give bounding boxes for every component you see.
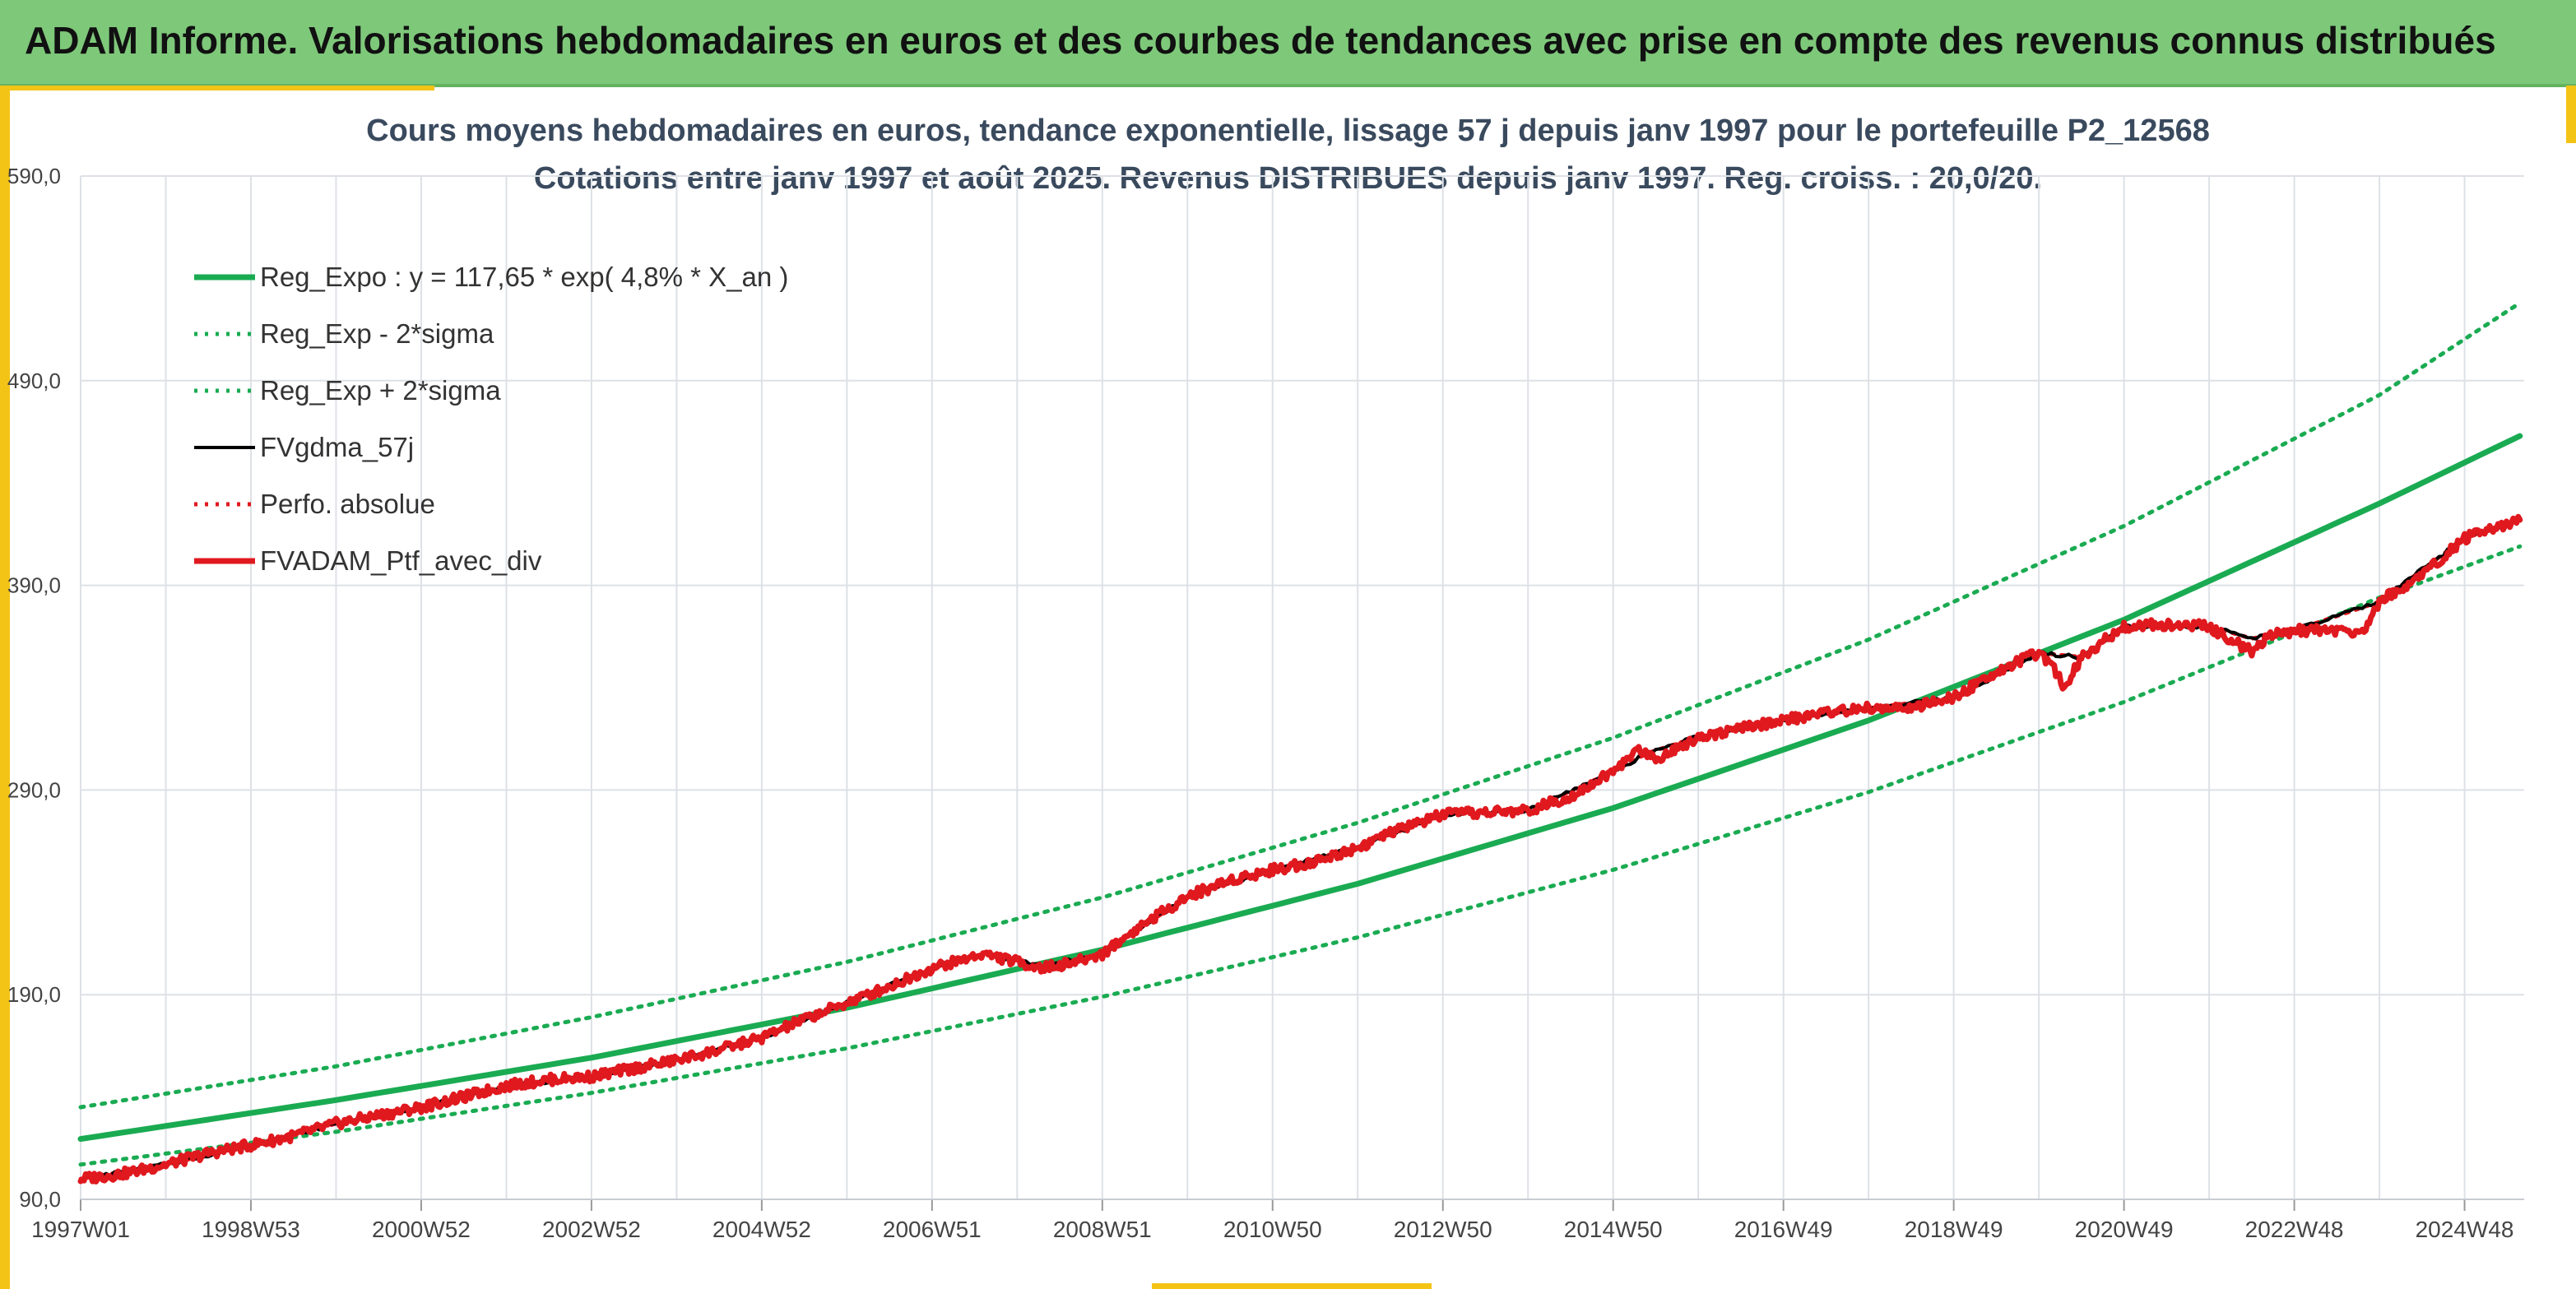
accent-bar-right — [2566, 86, 2576, 143]
x-tick-label: 2000W52 — [372, 1217, 471, 1242]
x-tick-label: 2020W49 — [2075, 1217, 2174, 1242]
series-line-0 — [77, 433, 2523, 1143]
chart-title: Cours moyens hebdomadaires en euros, ten… — [366, 114, 2210, 148]
y-tick-label: 290,0 — [7, 777, 61, 802]
y-tick-label: 190,0 — [7, 982, 61, 1007]
legend-label: Perfo. absolue — [260, 489, 435, 519]
x-tick-label: 2004W52 — [712, 1217, 811, 1242]
x-tick-label: 2024W48 — [2416, 1217, 2514, 1242]
accent-bar-top — [0, 86, 434, 90]
accent-bar-bottom — [1152, 1283, 1432, 1289]
x-tick-label: 2018W49 — [1905, 1217, 2003, 1242]
x-tick-label: 2022W48 — [2245, 1217, 2344, 1242]
series-line-2 — [78, 300, 2523, 1110]
chart-subtitle: Cotations entre janv 1997 et août 2025. … — [533, 161, 2043, 196]
x-tick-label: 2014W50 — [1564, 1217, 1663, 1242]
x-tick-label: 2010W50 — [1223, 1217, 1322, 1242]
x-tick-label: 2002W52 — [542, 1217, 641, 1242]
x-tick-label: 1997W01 — [31, 1217, 130, 1242]
x-tick-label: 2006W51 — [883, 1217, 982, 1242]
banner-title: ADAM Informe. Valorisations hebdomadaire… — [25, 19, 2496, 62]
x-tick-label: 1998W53 — [202, 1217, 300, 1242]
legend-swatch — [194, 274, 255, 281]
series-line-1 — [78, 544, 2523, 1167]
x-tick-label: 2016W49 — [1734, 1217, 1833, 1242]
legend-swatch — [194, 558, 255, 564]
header-banner: ADAM Informe. Valorisations hebdomadaire… — [0, 0, 2576, 87]
legend-label: Reg_Exp + 2*sigma — [260, 375, 501, 406]
legend-swatch — [194, 332, 255, 336]
legend-label: Reg_Expo : y = 117,65 * exp( 4,8% * X_an… — [260, 262, 789, 292]
y-tick-label: 490,0 — [7, 369, 61, 393]
series-line-5 — [77, 513, 2523, 1185]
y-tick-label: 90,0 — [19, 1187, 61, 1212]
y-tick-label: 390,0 — [7, 573, 61, 598]
x-tick-label: 2012W50 — [1394, 1217, 1492, 1242]
legend-swatch — [194, 446, 255, 449]
legend-swatch — [194, 388, 255, 393]
legend-label: FVgdma_57j — [260, 432, 415, 462]
legend-label: Reg_Exp - 2*sigma — [260, 318, 494, 349]
accent-bar-left — [0, 86, 10, 1289]
legend-swatch — [194, 502, 255, 507]
x-tick-label: 2008W51 — [1053, 1217, 1152, 1242]
legend-label: FVADAM_Ptf_avec_div — [260, 545, 542, 576]
y-tick-label: 590,0 — [7, 164, 61, 188]
